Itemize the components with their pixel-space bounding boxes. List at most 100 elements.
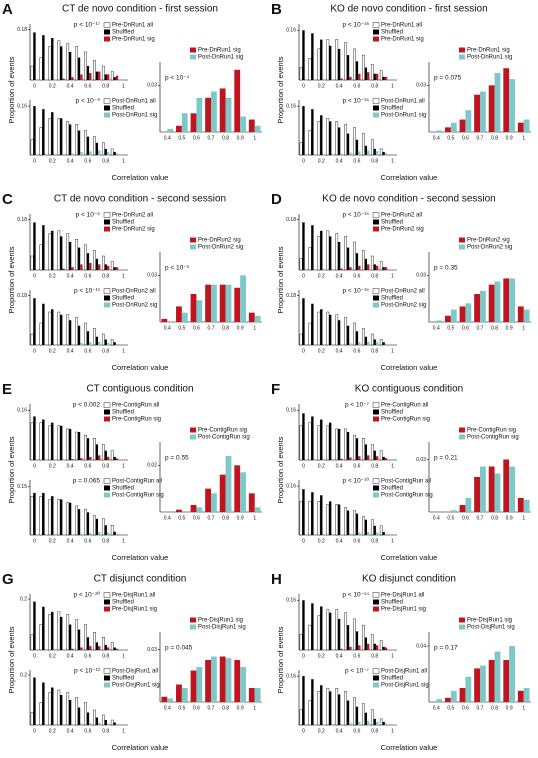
x-tick-label: 0.6 xyxy=(193,515,200,521)
bar xyxy=(353,127,356,156)
bar xyxy=(113,342,116,345)
bar xyxy=(66,43,70,81)
bar xyxy=(211,91,217,132)
x-tick-label: 0.4 xyxy=(67,653,74,659)
x-tick-label: 0.6 xyxy=(353,83,360,89)
panel-title: CT de novo condition - second session xyxy=(54,194,226,205)
bar xyxy=(320,495,323,535)
x-tick-label: 0.6 xyxy=(353,348,360,354)
x-tick-label: 0.8 xyxy=(102,348,109,354)
p-value: p = 0.55 xyxy=(165,455,189,462)
legend-label: Post-ContigRun sig xyxy=(198,435,250,441)
bar xyxy=(66,314,70,346)
x-tick-label: 0.9 xyxy=(237,705,244,711)
y-tick-label: 0.18 xyxy=(17,217,27,223)
bar xyxy=(48,499,52,536)
x-tick-label: 0.6 xyxy=(353,273,360,279)
p-value: p < 10⁻⁴ xyxy=(165,75,190,82)
bar xyxy=(379,525,383,536)
bar xyxy=(77,509,81,535)
bar xyxy=(101,333,105,346)
bar xyxy=(113,456,116,460)
bar xyxy=(80,723,83,725)
legend-swatch xyxy=(372,98,380,104)
bar xyxy=(375,721,379,725)
x-tick-label: 0.8 xyxy=(371,728,378,734)
bar xyxy=(66,614,70,651)
p-value: p < 0.002 xyxy=(73,402,101,409)
bar xyxy=(42,225,45,270)
bar xyxy=(176,509,182,512)
x-tick-label: 0.8 xyxy=(371,463,378,469)
bar xyxy=(311,303,314,345)
p-value: p < 10⁻¹⁰ xyxy=(343,477,370,485)
bar xyxy=(95,258,99,270)
bar xyxy=(51,38,54,80)
bar xyxy=(335,428,339,461)
bar xyxy=(358,532,361,535)
y-tick-label: 0.03 xyxy=(416,83,426,89)
legend-swatch xyxy=(104,29,110,35)
bar xyxy=(436,320,443,322)
p-value: p < 10⁻¹⁵ xyxy=(342,212,369,219)
bar xyxy=(101,518,105,536)
bar xyxy=(110,450,114,461)
bar xyxy=(326,688,330,726)
x-tick-label: 0.6 xyxy=(193,135,200,141)
bar xyxy=(384,533,388,535)
bar xyxy=(80,647,83,650)
x-tick-label: 0.6 xyxy=(84,348,91,354)
bar xyxy=(190,670,197,702)
panel-letter: G xyxy=(2,571,14,588)
legend-label: Pre-DnRun1 sig xyxy=(467,48,510,54)
bar xyxy=(353,510,356,536)
legend-swatch xyxy=(373,105,379,111)
bar xyxy=(68,124,72,155)
y-tick-label: 0.16 xyxy=(286,673,296,679)
bar xyxy=(337,428,341,460)
x-tick-label: 0.8 xyxy=(371,653,378,659)
bar xyxy=(196,667,203,702)
panel-title: CT disjunct condition xyxy=(94,574,187,585)
bar xyxy=(445,315,451,322)
bar xyxy=(68,428,72,460)
panel-letter: A xyxy=(2,1,13,18)
legend-label: Pre-DisjRun1 all xyxy=(381,593,424,599)
bar xyxy=(84,434,87,461)
x-tick-label: 0.8 xyxy=(371,83,378,89)
bar xyxy=(379,450,383,461)
legend-label: Pre-DnRun1 sig xyxy=(198,48,241,54)
y-tick-label: 0.15 xyxy=(17,484,27,490)
bar xyxy=(33,601,36,650)
bar xyxy=(311,416,314,460)
x-tick-label: 0.4 xyxy=(164,515,171,521)
p-value: p < 10⁻¹⁶ xyxy=(342,22,369,29)
panel-title: KO de novo condition - second session xyxy=(322,194,495,205)
bar xyxy=(340,534,343,535)
bar xyxy=(349,343,352,345)
legend-swatch xyxy=(373,492,379,498)
bar xyxy=(115,724,119,725)
x-tick-label: 0.4 xyxy=(67,83,74,89)
y-axis-title: Proportion of events xyxy=(276,56,285,123)
bar xyxy=(344,236,348,271)
legend-swatch xyxy=(459,617,465,623)
bar xyxy=(373,643,376,650)
bar xyxy=(86,136,90,155)
bar xyxy=(375,151,379,155)
legend-label: Pre-DnRun2 all xyxy=(381,213,422,219)
bar xyxy=(106,151,110,155)
bar xyxy=(299,634,303,651)
bar xyxy=(362,54,365,81)
bar xyxy=(30,333,34,346)
legend-swatch xyxy=(372,478,380,484)
x-tick-label: 1 xyxy=(122,463,125,469)
bar xyxy=(80,458,83,460)
x-tick-label: 0 xyxy=(302,273,305,279)
bar xyxy=(379,148,383,156)
bar xyxy=(113,267,116,270)
bar xyxy=(358,265,361,270)
bar xyxy=(75,697,79,726)
bar xyxy=(355,331,359,345)
legend-label: Shuffled xyxy=(381,220,403,226)
